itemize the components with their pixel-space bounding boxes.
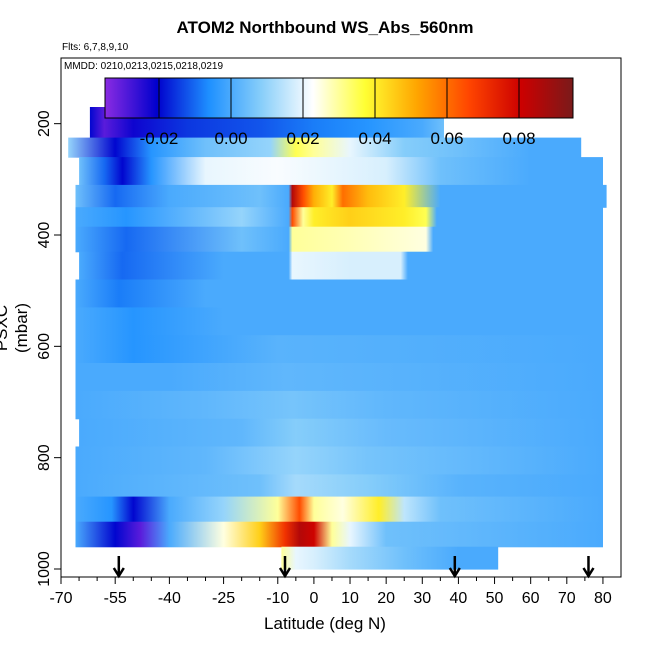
heatmap-band — [75, 226, 603, 253]
colorbar-tick-label: 0.04 — [358, 129, 391, 148]
x-tick-label: 40 — [450, 590, 468, 607]
y-tick-label: 200 — [36, 110, 53, 137]
x-tick-label: 20 — [377, 590, 395, 607]
heatmap-band — [79, 418, 604, 448]
heatmap-band — [79, 157, 604, 186]
y-tick-label: 600 — [36, 333, 53, 360]
x-tick-label: 0 — [309, 590, 318, 607]
heatmap-band — [75, 446, 603, 475]
flight-marker-arrow — [448, 556, 461, 579]
heatmap-band — [75, 307, 603, 336]
heatmap-band — [75, 207, 603, 228]
dates-subtitle: MMDD: 0210,0213,0215,0218,0219 — [64, 61, 224, 72]
colorbar-tick-label: -0.02 — [140, 129, 179, 148]
y-tick-label: 800 — [36, 444, 53, 471]
heatmap-band — [68, 137, 582, 158]
flight-marker-arrow — [278, 556, 292, 579]
x-tick-label: 10 — [341, 590, 359, 607]
x-tick-label: 30 — [413, 590, 431, 607]
colorbar-tick-label: 0.00 — [214, 129, 247, 148]
flight-markers — [112, 556, 595, 579]
x-tick-label: 80 — [594, 590, 612, 607]
colorbar-gradient — [104, 77, 574, 119]
y-tick-label: 1000 — [36, 551, 53, 587]
axes: -70 -55 -40 -25 -10 0 10 20 30 40 50 60 70 80 200 400 60… — [36, 110, 612, 607]
colorbar: -0.02 0.00 0.02 0.04 0.06 0.08 — [104, 77, 574, 148]
heatmap-band — [79, 251, 604, 281]
heatmap-band — [75, 521, 603, 548]
heatmap-layer — [68, 107, 607, 570]
x-tick-label: -70 — [49, 590, 72, 607]
heatmap-band — [75, 335, 603, 364]
x-tick-label: 50 — [486, 590, 504, 607]
flight-marker-arrow — [582, 556, 595, 579]
heatmap-band — [75, 279, 603, 308]
x-tick-label: -10 — [266, 590, 289, 607]
flight-marker-arrow — [112, 556, 125, 579]
colorbar-tick-label: 0.02 — [286, 129, 319, 148]
heatmap-band — [75, 474, 603, 498]
heatmap-band — [75, 184, 607, 208]
x-tick-label: -25 — [212, 590, 235, 607]
x-tick-label: -55 — [104, 590, 127, 607]
x-tick-label: 70 — [558, 590, 576, 607]
x-tick-label: -40 — [158, 590, 181, 607]
x-tick-label: 60 — [522, 590, 540, 607]
heatmap-band — [75, 496, 603, 523]
plot-frame — [60, 57, 622, 578]
colorbar-tick-label: 0.06 — [430, 129, 463, 148]
chart-title: ATOM2 Northbound WS_Abs_560nm — [176, 18, 474, 37]
heatmap-band — [75, 363, 603, 392]
y-tick-label: 400 — [36, 222, 53, 249]
heatmap-band — [281, 546, 499, 570]
heatmap-band — [75, 390, 603, 420]
colorbar-tick-label: 0.08 — [502, 129, 535, 148]
flights-subtitle: Flts: 6,7,8,9,10 — [62, 42, 129, 53]
x-axis-label: Latitude (deg N) — [264, 614, 386, 633]
